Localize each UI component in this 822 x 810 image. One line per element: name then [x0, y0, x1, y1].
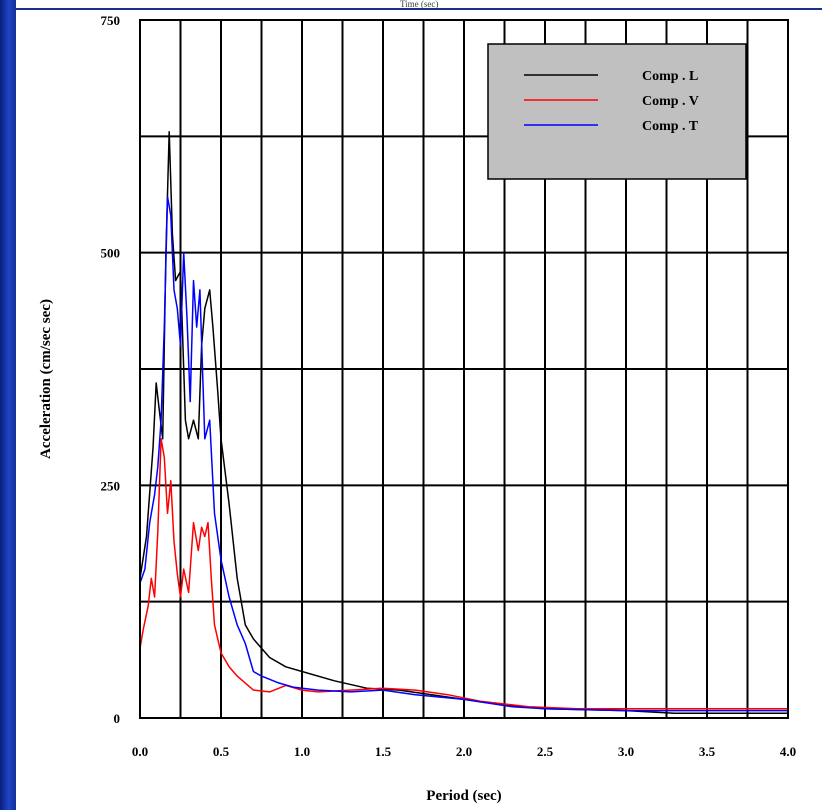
x-tick-label: 0.0 — [132, 744, 148, 759]
y-axis-label: Acceleration (cm/sec sec) — [38, 299, 54, 459]
legend-label-2: Comp . V — [642, 94, 699, 109]
legend: Comp . L Comp . V Comp . T — [487, 43, 747, 180]
x-tick-label: 3.5 — [699, 744, 716, 759]
y-tick-label: 250 — [101, 478, 121, 493]
series-line-3 — [139, 196, 788, 712]
series-lines — [139, 130, 788, 715]
plot-frame — [139, 19, 789, 719]
x-tick-label: 4.0 — [780, 744, 796, 759]
x-axis-label: Period (sec) — [426, 788, 501, 804]
x-tick-label: 1.0 — [294, 744, 310, 759]
legend-box — [487, 43, 747, 180]
x-tick-label: 3.0 — [618, 744, 634, 759]
x-tick-label: 0.5 — [213, 744, 230, 759]
x-tick-label: 1.5 — [375, 744, 392, 759]
series-line-2 — [139, 438, 788, 710]
slide-left-strip — [0, 0, 16, 810]
y-tick-label: 500 — [101, 246, 121, 261]
y-tick-label: 0 — [114, 711, 121, 726]
tick-labels: 0.0 0.5 1.0 1.5 2.0 2.5 3.0 3.5 4.0 0 250 500 750 — [101, 13, 797, 759]
x-tick-label: 2.5 — [537, 744, 554, 759]
y-tick-label: 750 — [101, 13, 121, 28]
x-tick-label: 2.0 — [456, 744, 472, 759]
response-spectrum-chart: 0.0 0.5 1.0 1.5 2.0 2.5 3.0 3.5 4.0 0 250 500 750 Pe… — [38, 13, 797, 804]
legend-label-3: Comp . T — [642, 119, 699, 134]
top-caption: Time (sec) — [400, 0, 439, 9]
slide-top-rule — [16, 8, 822, 10]
legend-label-1: Comp . L — [642, 69, 698, 84]
